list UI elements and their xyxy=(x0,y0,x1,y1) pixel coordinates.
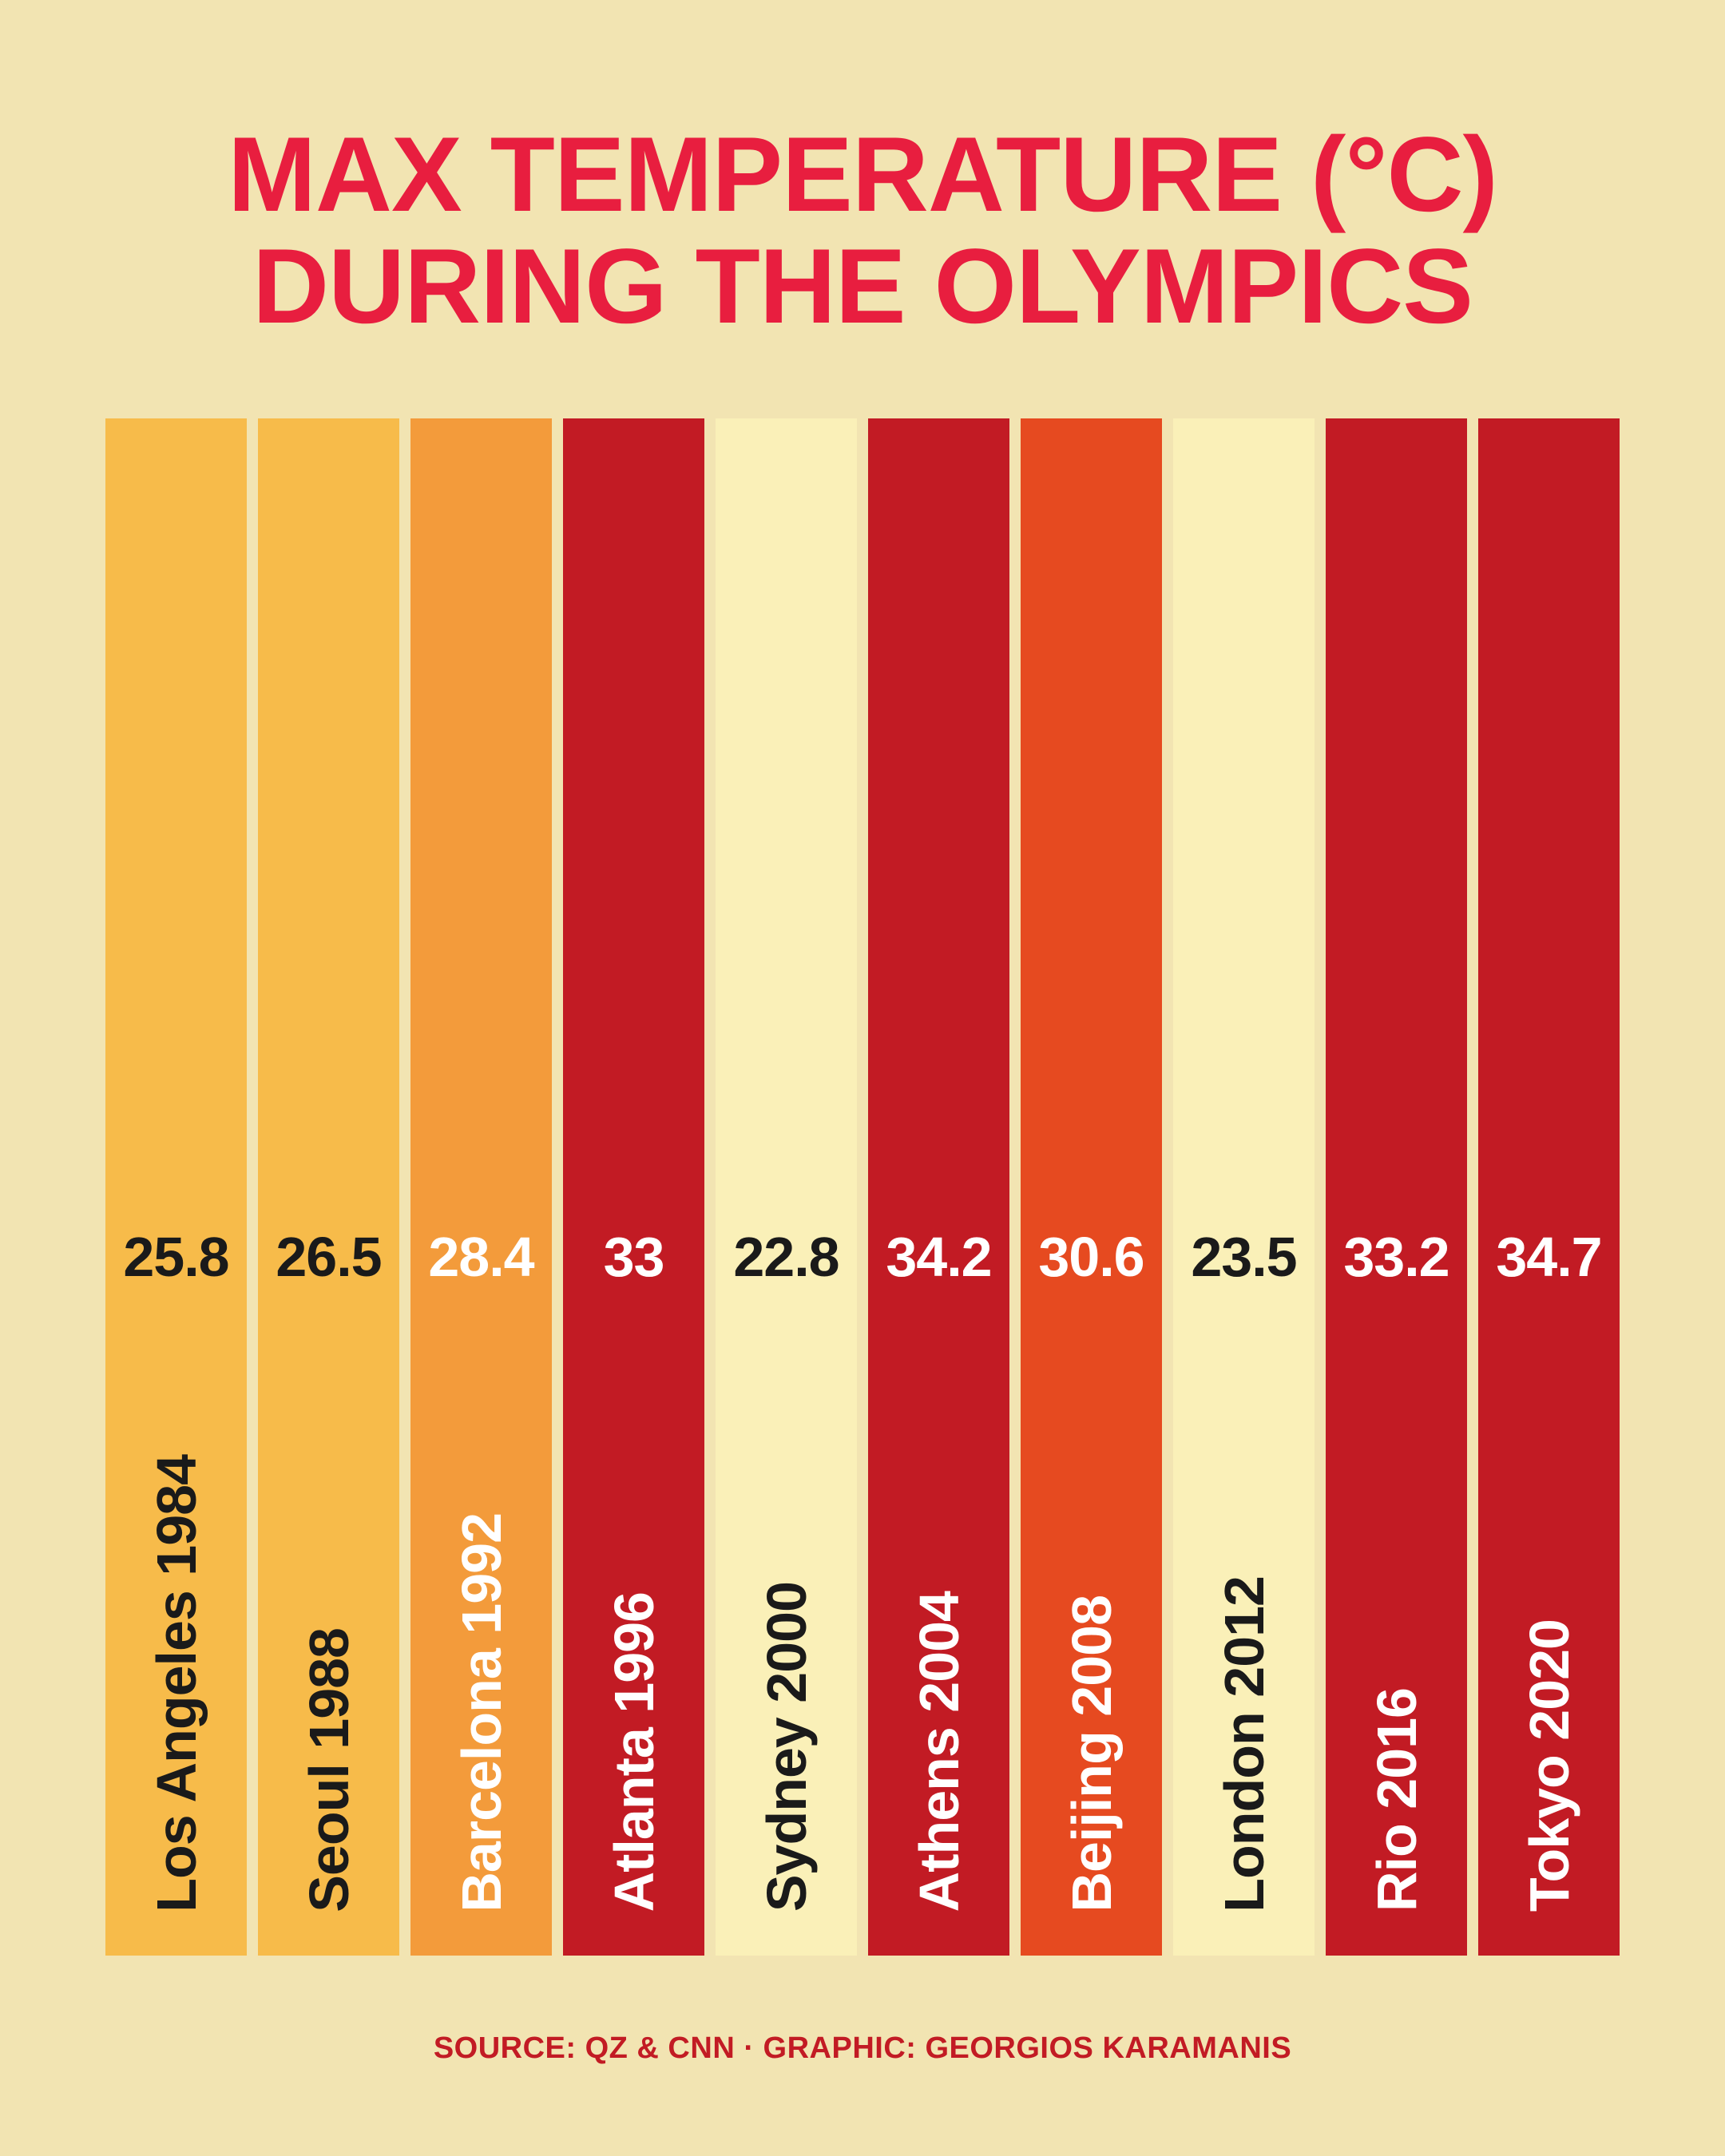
bar-label: Athens 2004 xyxy=(907,1591,971,1912)
chart-title: MAX TEMPERATURE (°C) DURING THE OLYMPICS xyxy=(228,120,1497,343)
bar-label: Atlanta 1996 xyxy=(602,1592,666,1912)
bar-label: Barcelona 1992 xyxy=(450,1513,514,1912)
bar-value: 30.6 xyxy=(1021,1225,1162,1289)
bar-value: 34.2 xyxy=(868,1225,1009,1289)
bar-value: 34.7 xyxy=(1478,1225,1620,1289)
bar: 33.2 Rio 2016 xyxy=(1326,418,1467,1956)
bar-label: London 2012 xyxy=(1212,1576,1276,1912)
bar-label: Beijing 2008 xyxy=(1060,1595,1124,1912)
bar-label: Los Angeles 1984 xyxy=(145,1455,208,1912)
bar: 34.2 Athens 2004 xyxy=(868,418,1009,1956)
chart-footer: SOURCE: QZ & CNN · GRAPHIC: GEORGIOS KAR… xyxy=(434,2031,1291,2066)
bar: 33 Atlanta 1996 xyxy=(563,418,704,1956)
bar-label: Seoul 1988 xyxy=(297,1628,361,1912)
bar-value: 22.8 xyxy=(716,1225,857,1289)
bar-label: Tokyo 2020 xyxy=(1517,1619,1581,1912)
bar: 26.5 Seoul 1988 xyxy=(258,418,399,1956)
bar: 34.7 Tokyo 2020 xyxy=(1478,418,1620,1956)
bar: 28.4 Barcelona 1992 xyxy=(410,418,552,1956)
bar-value: 33 xyxy=(563,1225,704,1289)
bar-value: 25.8 xyxy=(105,1225,247,1289)
bar: 30.6 Beijing 2008 xyxy=(1021,418,1162,1956)
bar-value: 28.4 xyxy=(410,1225,552,1289)
bar-chart: 25.8 Los Angeles 1984 26.5 Seoul 1988 28.4 Ba… xyxy=(105,418,1620,1956)
bar: 23.5 London 2012 xyxy=(1173,418,1315,1956)
bar: 25.8 Los Angeles 1984 xyxy=(105,418,247,1956)
bar-value: 23.5 xyxy=(1173,1225,1315,1289)
title-line-1: MAX TEMPERATURE (°C) xyxy=(228,120,1497,232)
bar-label: Rio 2016 xyxy=(1365,1688,1429,1912)
bar-value: 26.5 xyxy=(258,1225,399,1289)
title-line-2: DURING THE OLYMPICS xyxy=(228,232,1497,343)
bar: 22.8 Sydney 2000 xyxy=(716,418,857,1956)
bar-value: 33.2 xyxy=(1326,1225,1467,1289)
bar-label: Sydney 2000 xyxy=(755,1582,819,1912)
